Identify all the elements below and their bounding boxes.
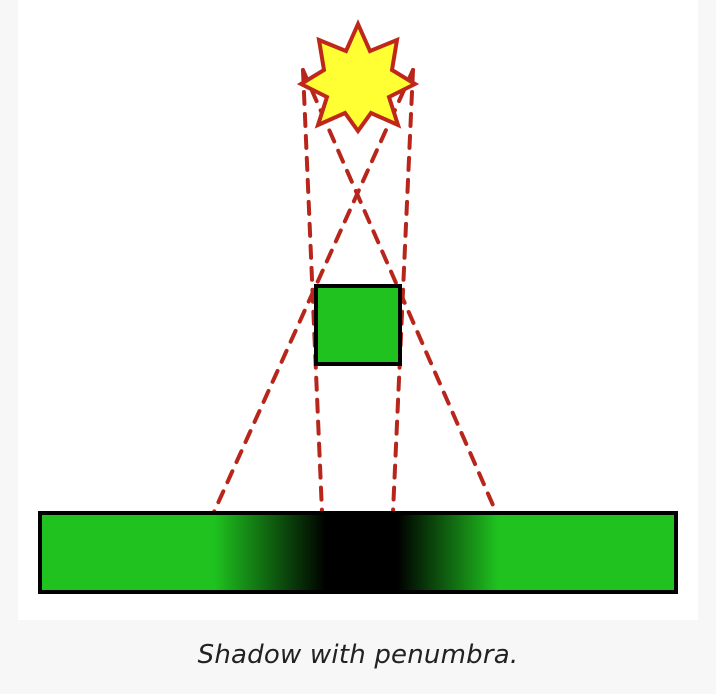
shadow-surface — [38, 511, 678, 594]
occluding-object — [314, 284, 402, 366]
ray-outer-right — [391, 68, 415, 514]
star-burst-icon — [296, 19, 420, 135]
ray-cross-left — [212, 68, 415, 514]
figure-caption: Shadow with penumbra. — [197, 640, 519, 670]
penumbra-diagram — [38, 19, 678, 594]
